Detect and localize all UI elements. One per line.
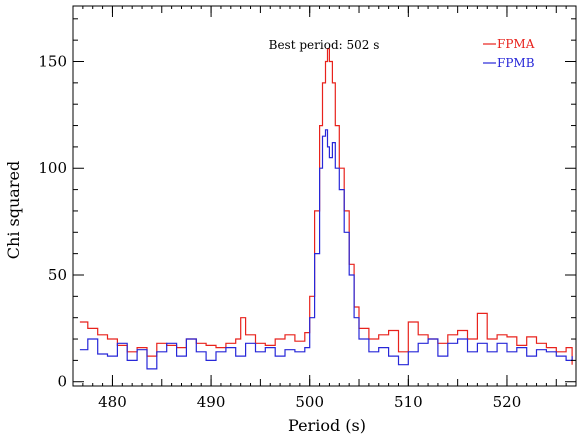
series-line-fpmb	[79, 129, 573, 370]
x-tick-label: 500	[295, 393, 324, 411]
legend-label-fpma: FPMA	[497, 37, 535, 51]
x-tick-label: 520	[493, 393, 522, 411]
ticks-layer: 480 490 500 510 520 0 50 100 150	[38, 6, 576, 411]
plot-frame	[72, 5, 577, 387]
series-line-fpma	[79, 48, 573, 365]
y-tick-label: 0	[57, 373, 67, 391]
y-axis-title: Chi squared	[4, 161, 23, 259]
y-tick-label: 100	[38, 159, 67, 177]
legend: FPMA FPMB	[483, 37, 535, 70]
legend-label-fpmb: FPMB	[497, 56, 535, 70]
x-tick-label: 480	[98, 393, 127, 411]
series-layer	[79, 48, 573, 370]
y-tick-label: 50	[48, 266, 67, 284]
best-period-annotation: Best period: 502 s	[269, 38, 380, 52]
x-tick-label: 490	[197, 393, 226, 411]
y-tick-label: 150	[38, 53, 67, 71]
x-tick-label: 510	[394, 393, 423, 411]
x-axis-title: Period (s)	[288, 416, 366, 435]
